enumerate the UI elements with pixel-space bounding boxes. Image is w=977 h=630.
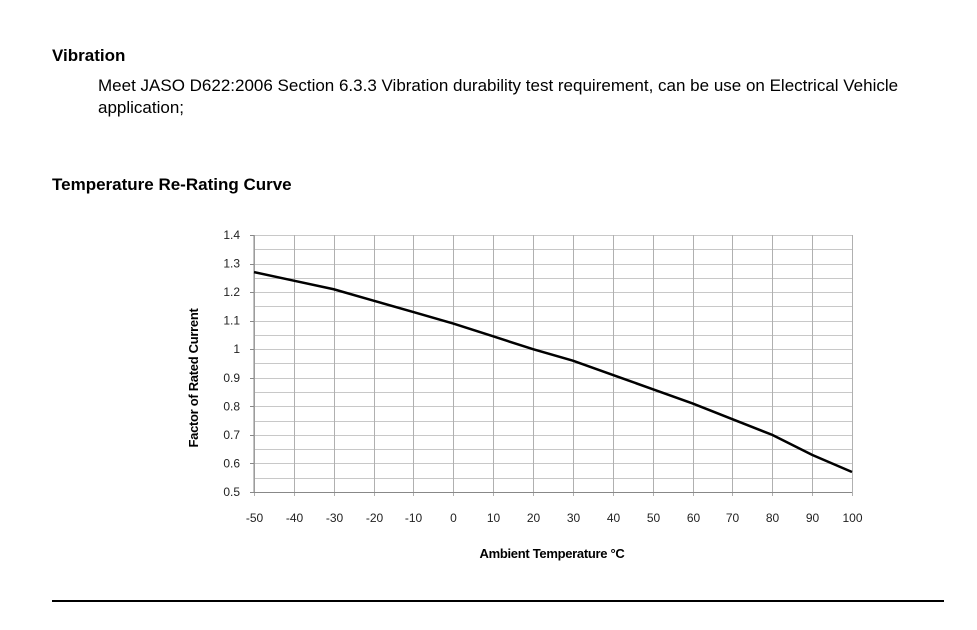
x-tick-label: 20 [527,511,541,525]
y-tick-label: 0.6 [223,456,240,470]
x-tick-label: 50 [647,511,661,525]
x-tick-label: 70 [726,511,740,525]
vibration-text: Meet JASO D622:2006 Section 6.3.3 Vibrat… [98,76,899,117]
x-axis-label: Ambient Temperature °C [480,546,626,561]
y-tick-label: 1 [233,342,240,356]
y-tick-label: 0.5 [223,485,240,499]
x-tick-label: -10 [405,511,423,525]
y-tick-label: 1.3 [223,257,240,271]
x-tick-label: 80 [766,511,780,525]
x-tick-label: 30 [567,511,581,525]
x-tick-label: 10 [487,511,501,525]
y-tick-label: 0.7 [223,428,240,442]
x-tick-label: 40 [607,511,621,525]
x-tick-label: 90 [806,511,820,525]
x-tick-label: 100 [842,511,862,525]
x-tick-label: -30 [326,511,344,525]
y-tick-label: 1.2 [223,285,240,299]
y-tick-label: 1.1 [223,314,240,328]
rerating-curve-line [253,270,853,474]
vibration-heading: Vibration [52,46,126,65]
y-tick-label: 0.8 [223,399,240,413]
y-tick-label: 0.9 [223,371,240,385]
divider-line [52,600,944,602]
x-tick-label: -50 [246,511,264,525]
y-tick-label: 1.4 [223,228,240,242]
x-tick-label: -40 [286,511,304,525]
x-tick-label: 0 [450,511,457,525]
y-axis-label: Factor of Rated Current [186,308,201,448]
x-tick-label: -20 [366,511,384,525]
x-tick-label: 60 [687,511,701,525]
curve-heading: Temperature Re-Rating Curve [52,175,292,194]
